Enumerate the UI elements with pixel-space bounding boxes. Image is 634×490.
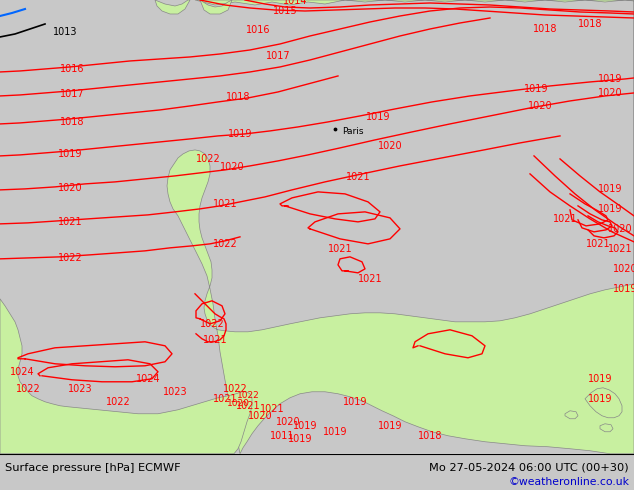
Text: 1018: 1018 bbox=[578, 19, 602, 29]
Text: 1022: 1022 bbox=[196, 154, 221, 164]
Text: 1020: 1020 bbox=[248, 411, 273, 421]
Text: 1021: 1021 bbox=[553, 214, 578, 224]
Text: 1011: 1011 bbox=[269, 431, 294, 441]
Text: 1016: 1016 bbox=[60, 64, 84, 74]
Text: 1018: 1018 bbox=[60, 117, 84, 127]
Text: 1019: 1019 bbox=[524, 84, 548, 94]
Text: 1019: 1019 bbox=[366, 112, 391, 122]
Text: 1020: 1020 bbox=[58, 183, 82, 193]
Text: 1022: 1022 bbox=[212, 239, 237, 249]
Text: 1022: 1022 bbox=[106, 397, 131, 407]
Text: 1020: 1020 bbox=[607, 224, 632, 234]
Text: 1021: 1021 bbox=[58, 217, 82, 227]
Text: 1021: 1021 bbox=[212, 394, 237, 404]
Text: 1018: 1018 bbox=[533, 24, 557, 34]
Text: 1024: 1024 bbox=[10, 367, 34, 377]
Text: 1017: 1017 bbox=[266, 51, 290, 61]
Text: 1022: 1022 bbox=[236, 392, 259, 400]
Text: 1021: 1021 bbox=[346, 172, 370, 182]
Text: 1018: 1018 bbox=[226, 92, 250, 102]
Text: 1014: 1014 bbox=[283, 0, 307, 6]
Text: 1019: 1019 bbox=[378, 421, 402, 431]
Text: 1019: 1019 bbox=[598, 204, 622, 214]
Text: 1023: 1023 bbox=[68, 384, 93, 394]
Text: 1020: 1020 bbox=[598, 88, 623, 98]
Text: 1020: 1020 bbox=[276, 417, 301, 427]
Text: 1019: 1019 bbox=[598, 74, 622, 84]
Text: 1019: 1019 bbox=[598, 184, 622, 194]
Text: 1021: 1021 bbox=[260, 404, 284, 414]
Text: 1021: 1021 bbox=[203, 335, 228, 345]
Text: 1022: 1022 bbox=[16, 384, 41, 394]
Text: 1017: 1017 bbox=[60, 89, 84, 99]
Text: ©weatheronline.co.uk: ©weatheronline.co.uk bbox=[508, 477, 629, 487]
Polygon shape bbox=[155, 0, 190, 14]
Text: Surface pressure [hPa] ECMWF: Surface pressure [hPa] ECMWF bbox=[5, 463, 181, 473]
Text: 1019: 1019 bbox=[288, 434, 313, 444]
Text: 1013: 1013 bbox=[53, 27, 77, 37]
Text: 1016: 1016 bbox=[246, 25, 270, 35]
Text: 1019: 1019 bbox=[612, 284, 634, 294]
Text: 1019: 1019 bbox=[58, 149, 82, 159]
Polygon shape bbox=[0, 299, 252, 454]
Text: 1018: 1018 bbox=[418, 431, 443, 441]
Text: 1020: 1020 bbox=[612, 264, 634, 274]
Text: 1021: 1021 bbox=[236, 401, 261, 411]
Text: 1020: 1020 bbox=[527, 101, 552, 111]
Text: 1019: 1019 bbox=[293, 421, 317, 431]
Text: 1019: 1019 bbox=[228, 129, 252, 139]
Text: 1022: 1022 bbox=[200, 319, 224, 329]
Text: 1019: 1019 bbox=[323, 427, 347, 437]
Text: 1021: 1021 bbox=[358, 274, 382, 284]
Text: 1020: 1020 bbox=[226, 399, 249, 408]
Text: 1019: 1019 bbox=[343, 397, 367, 407]
Text: 1021: 1021 bbox=[607, 244, 632, 254]
Text: 1020: 1020 bbox=[220, 162, 244, 172]
Text: 1021: 1021 bbox=[212, 199, 237, 209]
Polygon shape bbox=[600, 424, 613, 432]
Text: 1019: 1019 bbox=[588, 374, 612, 384]
Polygon shape bbox=[200, 0, 232, 14]
Text: 1021: 1021 bbox=[328, 244, 353, 254]
Text: Paris: Paris bbox=[342, 127, 363, 136]
Polygon shape bbox=[565, 411, 578, 419]
Text: 1021: 1021 bbox=[586, 239, 611, 249]
Text: 1023: 1023 bbox=[163, 387, 187, 397]
Text: 1015: 1015 bbox=[273, 6, 297, 16]
Polygon shape bbox=[167, 0, 634, 454]
Text: 1022: 1022 bbox=[58, 253, 82, 263]
Text: 1020: 1020 bbox=[378, 141, 403, 151]
Text: 1024: 1024 bbox=[136, 374, 160, 384]
Text: Mo 27-05-2024 06:00 UTC (00+30): Mo 27-05-2024 06:00 UTC (00+30) bbox=[429, 463, 629, 473]
Polygon shape bbox=[585, 388, 622, 418]
Text: 1022: 1022 bbox=[223, 384, 247, 394]
Text: 1019: 1019 bbox=[588, 394, 612, 404]
